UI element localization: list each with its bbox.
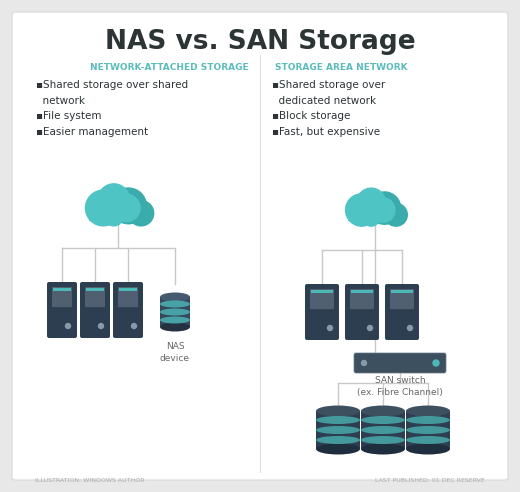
FancyBboxPatch shape [305,284,339,340]
Text: LAST PUBLISHED: 01 DEC RESERVE: LAST PUBLISHED: 01 DEC RESERVE [375,478,485,483]
Ellipse shape [160,316,190,324]
Circle shape [370,198,395,222]
Bar [86,288,104,291]
Text: NETWORK-ATTACHED STORAGE: NETWORK-ATTACHED STORAGE [90,63,249,72]
Bar [119,288,137,291]
Ellipse shape [316,426,360,434]
Bar [53,288,71,291]
Ellipse shape [406,416,450,424]
Bar [406,411,450,449]
Circle shape [132,324,136,329]
FancyBboxPatch shape [354,353,446,373]
Circle shape [105,207,123,226]
Bar [351,290,373,293]
Circle shape [362,209,380,226]
Bar [391,290,413,293]
Ellipse shape [316,436,360,444]
Ellipse shape [160,301,190,308]
Circle shape [408,326,412,331]
Circle shape [433,360,439,366]
Circle shape [128,201,154,226]
Circle shape [98,324,103,329]
FancyBboxPatch shape [47,282,77,338]
Ellipse shape [316,416,360,424]
Circle shape [98,184,129,215]
Ellipse shape [361,426,405,434]
Circle shape [357,188,385,216]
Ellipse shape [160,322,190,332]
FancyBboxPatch shape [52,287,72,307]
FancyBboxPatch shape [113,282,143,338]
Circle shape [85,190,121,226]
Circle shape [368,192,400,224]
Ellipse shape [406,443,450,455]
Ellipse shape [406,426,450,434]
Circle shape [361,361,367,366]
Text: ▪Shared storage over
  dedicated network
▪Block storage
▪Fast, but expensive: ▪Shared storage over dedicated network ▪… [272,80,385,137]
FancyBboxPatch shape [390,289,414,309]
Bar [88,206,128,220]
Circle shape [368,326,372,331]
Circle shape [328,326,332,331]
Ellipse shape [316,443,360,455]
Circle shape [384,203,407,226]
FancyBboxPatch shape [85,287,105,307]
FancyBboxPatch shape [385,284,419,340]
FancyBboxPatch shape [80,282,110,338]
Bar [113,206,144,220]
Text: STORAGE AREA NETWORK: STORAGE AREA NETWORK [275,63,408,72]
Circle shape [346,194,378,226]
Ellipse shape [361,443,405,455]
Bar [316,411,360,449]
Ellipse shape [406,405,450,417]
Ellipse shape [361,416,405,424]
Bar [348,208,384,221]
FancyBboxPatch shape [310,289,334,309]
Text: NAS vs. SAN Storage: NAS vs. SAN Storage [105,29,415,55]
Ellipse shape [406,436,450,444]
Ellipse shape [160,308,190,315]
Text: ▪Shared storage over shared
  network
▪File system
▪Easier management: ▪Shared storage over shared network ▪Fil… [36,80,188,137]
Text: SAN switch
(ex. Fibre Channel): SAN switch (ex. Fibre Channel) [357,376,443,397]
Ellipse shape [361,436,405,444]
Bar [361,411,405,449]
Circle shape [66,324,71,329]
FancyBboxPatch shape [12,12,508,480]
Text: ILLUSTRATION: WINDOWS AUTHOR: ILLUSTRATION: WINDOWS AUTHOR [35,478,145,483]
FancyBboxPatch shape [118,287,138,307]
Circle shape [111,188,146,224]
FancyBboxPatch shape [345,284,379,340]
Bar [311,290,333,293]
FancyBboxPatch shape [350,289,374,309]
Text: NAS
device: NAS device [160,342,190,363]
Circle shape [113,194,140,222]
Ellipse shape [361,405,405,417]
Bar [370,208,399,221]
Bar [160,297,190,327]
Ellipse shape [160,293,190,302]
Ellipse shape [316,405,360,417]
